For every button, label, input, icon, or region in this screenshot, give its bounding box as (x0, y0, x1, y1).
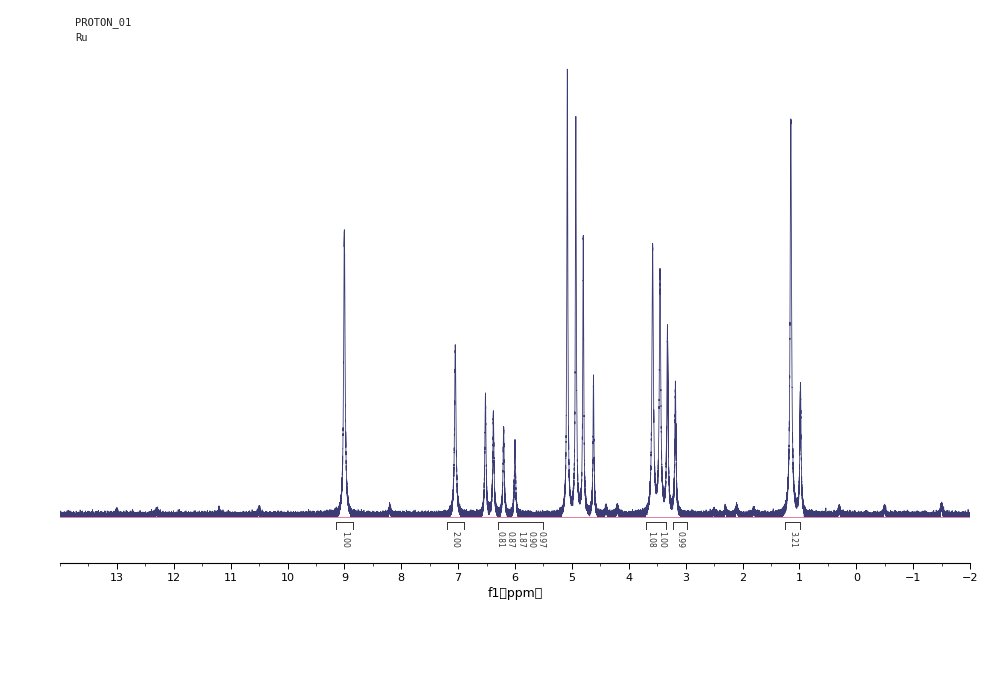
Text: 1.00: 1.00 (340, 531, 349, 548)
Text: 1.00
1.08: 1.00 1.08 (646, 531, 666, 548)
X-axis label: f1（ppm）: f1（ppm） (487, 587, 543, 600)
Text: 3.21: 3.21 (788, 531, 797, 548)
Text: 0.97
0.90
1.87
0.87
0.81: 0.97 0.90 1.87 0.87 0.81 (495, 531, 546, 548)
Text: 2.00: 2.00 (451, 531, 460, 548)
Text: Ru: Ru (75, 33, 88, 43)
Text: 0.99: 0.99 (675, 531, 684, 548)
Text: PROTON_01: PROTON_01 (75, 17, 131, 28)
